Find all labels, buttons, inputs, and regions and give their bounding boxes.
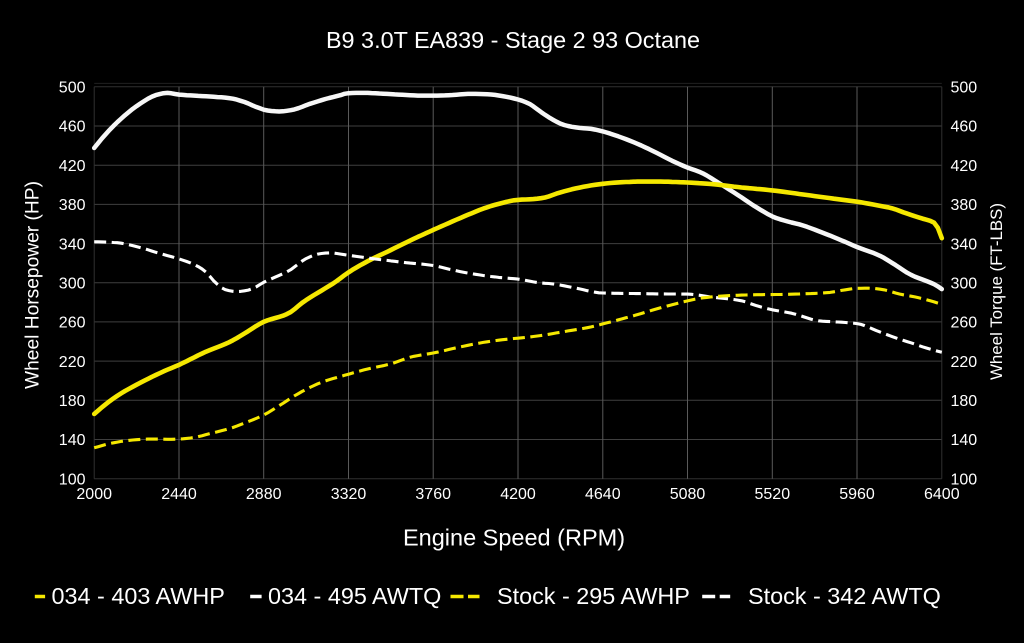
svg-text:500: 500 bbox=[951, 80, 978, 97]
svg-text:340: 340 bbox=[951, 236, 978, 253]
svg-text:300: 300 bbox=[59, 275, 86, 292]
svg-text:2880: 2880 bbox=[246, 486, 282, 503]
svg-text:6400: 6400 bbox=[924, 486, 960, 503]
svg-text:2440: 2440 bbox=[161, 486, 197, 503]
svg-text:B9 3.0T EA839 - Stage 2 93 Oct: B9 3.0T EA839 - Stage 2 93 Octane bbox=[326, 27, 700, 53]
svg-text:460: 460 bbox=[59, 119, 86, 136]
svg-text:100: 100 bbox=[951, 471, 978, 488]
svg-text:220: 220 bbox=[59, 354, 86, 371]
svg-text:180: 180 bbox=[59, 393, 86, 410]
svg-text:Stock - 295 AWHP: Stock - 295 AWHP bbox=[497, 583, 690, 609]
svg-text:300: 300 bbox=[951, 275, 978, 292]
svg-text:3760: 3760 bbox=[415, 486, 451, 503]
svg-text:380: 380 bbox=[59, 197, 86, 214]
svg-text:4640: 4640 bbox=[585, 486, 621, 503]
svg-text:Engine Speed (RPM): Engine Speed (RPM) bbox=[403, 525, 625, 551]
svg-text:340: 340 bbox=[59, 236, 86, 253]
svg-text:Stock - 342 AWTQ: Stock - 342 AWTQ bbox=[748, 583, 941, 609]
svg-text:5520: 5520 bbox=[755, 486, 791, 503]
svg-text:4200: 4200 bbox=[500, 486, 536, 503]
svg-text:140: 140 bbox=[951, 432, 978, 449]
svg-text:260: 260 bbox=[951, 315, 978, 332]
svg-text:Wheel Horsepower (HP): Wheel Horsepower (HP) bbox=[22, 181, 43, 389]
svg-text:5080: 5080 bbox=[670, 486, 706, 503]
svg-text:420: 420 bbox=[951, 158, 978, 175]
svg-text:034 - 495 AWTQ: 034 - 495 AWTQ bbox=[268, 583, 441, 609]
svg-text:260: 260 bbox=[59, 315, 86, 332]
svg-text:Wheel Torque (FT-LBS): Wheel Torque (FT-LBS) bbox=[987, 203, 1006, 380]
svg-text:220: 220 bbox=[951, 354, 978, 371]
svg-text:3320: 3320 bbox=[331, 486, 367, 503]
svg-text:2000: 2000 bbox=[76, 486, 112, 503]
svg-text:500: 500 bbox=[59, 80, 86, 97]
svg-text:034 - 403 AWHP: 034 - 403 AWHP bbox=[52, 583, 225, 609]
svg-text:100: 100 bbox=[59, 471, 86, 488]
svg-text:380: 380 bbox=[951, 197, 978, 214]
svg-text:5960: 5960 bbox=[839, 486, 875, 503]
svg-text:460: 460 bbox=[951, 119, 978, 136]
svg-text:180: 180 bbox=[951, 393, 978, 410]
svg-text:420: 420 bbox=[59, 158, 86, 175]
svg-text:140: 140 bbox=[59, 432, 86, 449]
